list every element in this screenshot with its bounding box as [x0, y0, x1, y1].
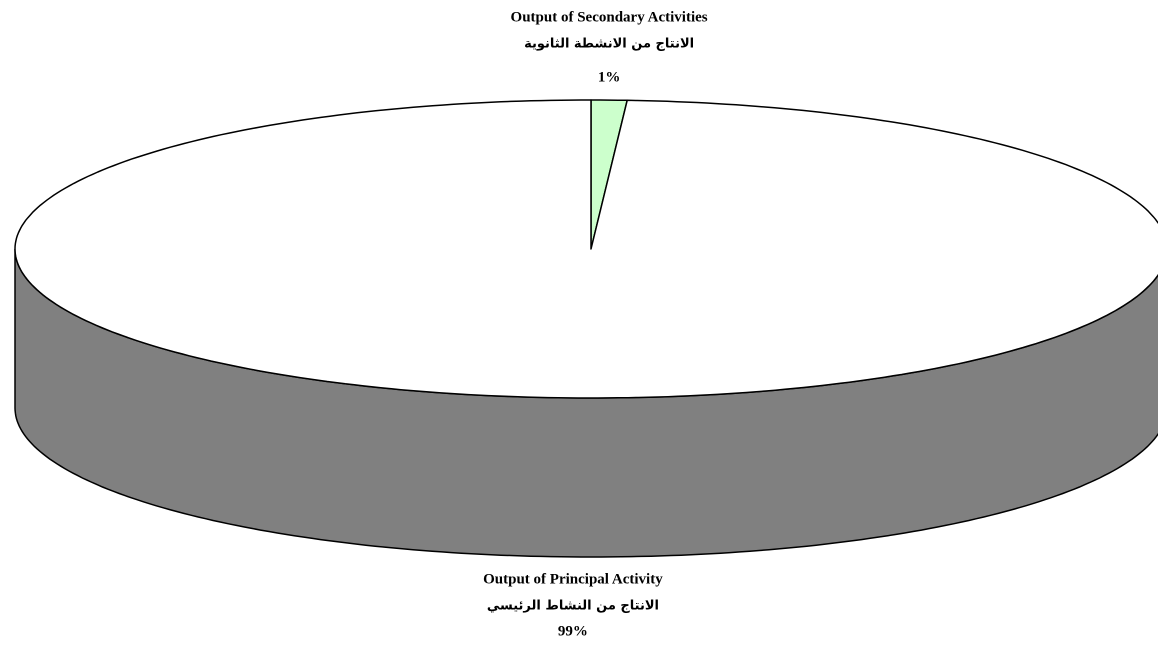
slice-label: Output of Principal Activity [483, 571, 663, 587]
value-label: 99% [558, 623, 588, 639]
slice-label-ar: الانتاج من الانشطة الثانوية [524, 37, 694, 52]
slice-label: Output of Secondary Activities [511, 9, 708, 25]
pie-slice [14, 99, 1158, 399]
slice-label-ar: الانتاج من النشاط الرئيسي [487, 599, 659, 614]
value-label: 1% [598, 69, 621, 85]
